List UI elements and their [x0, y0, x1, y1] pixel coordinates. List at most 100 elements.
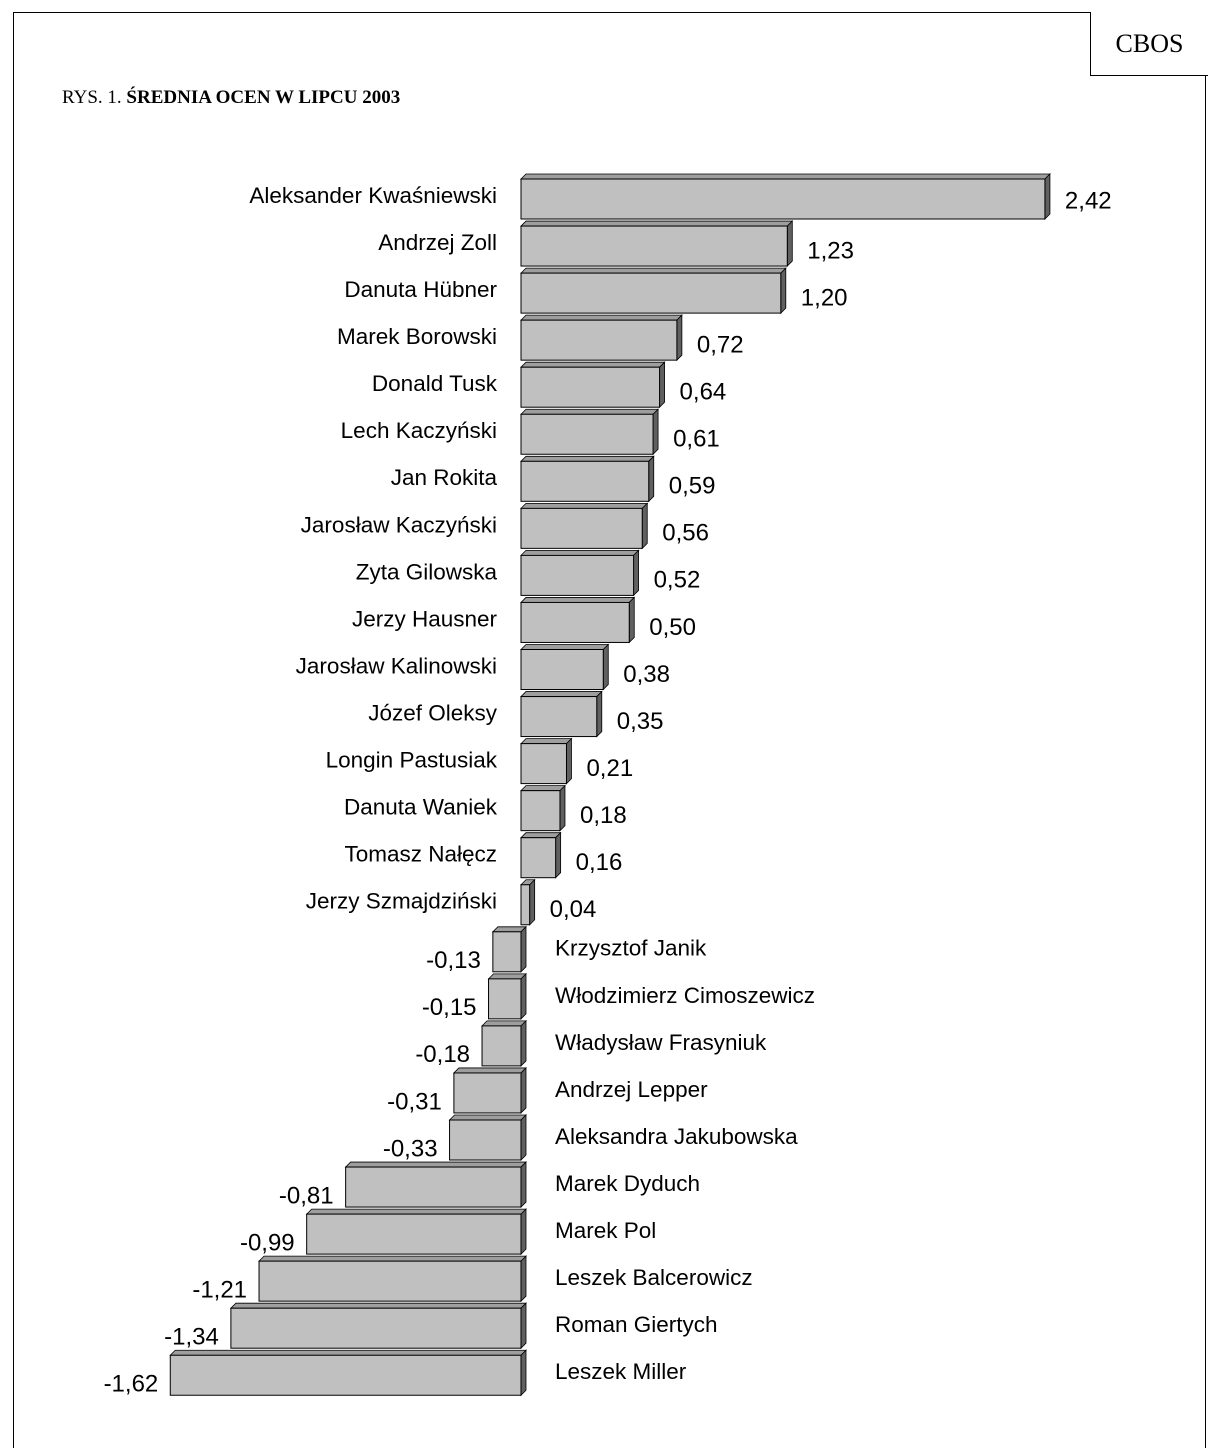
bar — [520, 413, 654, 455]
bar — [520, 884, 531, 926]
bar-group — [520, 878, 536, 926]
bar-group — [520, 408, 660, 456]
bar-side-face — [652, 408, 659, 456]
bar — [520, 554, 635, 596]
category-label: Jan Rokita — [391, 465, 498, 490]
bar-side-face — [659, 361, 665, 409]
bar-top-face — [491, 926, 527, 933]
bar — [306, 1213, 522, 1255]
bar-top-face — [520, 785, 566, 792]
bar-side-face — [520, 1255, 527, 1303]
bar-group — [169, 1349, 527, 1397]
category-label: Krzysztof Janik — [555, 936, 707, 961]
bar-side-face — [520, 925, 527, 973]
category-label: Lech Kaczyński — [341, 418, 497, 443]
category-label: Andrzej Lepper — [555, 1077, 708, 1102]
bar-side-face — [780, 267, 787, 315]
bar-side-face — [641, 502, 648, 550]
bar-side-face — [596, 690, 603, 738]
bar-group — [258, 1255, 527, 1303]
value-label: -0,13 — [426, 947, 481, 974]
bar — [520, 601, 630, 643]
category-label: Jarosław Kaczyński — [301, 512, 497, 537]
category-label: Longin Pastusiak — [326, 748, 498, 773]
category-label: Leszek Miller — [555, 1359, 687, 1384]
value-label: -0,15 — [422, 994, 477, 1021]
bar-side-face — [520, 1019, 527, 1067]
bar — [492, 931, 522, 973]
bar-top-face — [452, 1067, 527, 1074]
bar-group — [520, 502, 649, 550]
bar-group — [520, 173, 1051, 220]
bar — [520, 319, 678, 361]
bar-side-face — [520, 1161, 527, 1209]
value-label: 0,38 — [623, 661, 670, 688]
category-label: Aleksandra Jakubowska — [555, 1124, 798, 1149]
bar — [520, 507, 643, 549]
bar-side-face — [520, 1349, 527, 1397]
value-label: 0,16 — [576, 849, 623, 876]
category-label: Danuta Hübner — [344, 277, 497, 302]
value-label: -0,33 — [383, 1135, 438, 1162]
bar — [520, 225, 788, 267]
bar-side-face — [648, 455, 655, 503]
bar-group — [229, 1302, 527, 1350]
bar-top-face — [520, 597, 636, 603]
bar-top-face — [448, 1114, 527, 1121]
bar-side-face — [520, 1066, 527, 1114]
bar — [520, 837, 557, 879]
bar-top-face — [520, 550, 640, 556]
value-label: 0,64 — [680, 379, 727, 406]
bar-group — [520, 690, 603, 738]
bar-top-face — [520, 832, 562, 839]
bar-side-face — [520, 1208, 527, 1256]
bar-side-face — [559, 784, 566, 832]
bar-group — [344, 1161, 527, 1209]
category-label: Leszek Balcerowicz — [555, 1265, 753, 1290]
bar — [449, 1119, 522, 1161]
bar-top-face — [487, 973, 527, 980]
bar-group — [520, 737, 573, 785]
value-label: 0,50 — [649, 614, 696, 641]
category-label: Władysław Frasyniuk — [555, 1030, 767, 1055]
bar-top-face — [520, 502, 649, 509]
bar-group — [520, 220, 794, 268]
bar-side-face — [555, 831, 562, 879]
bar-top-face — [344, 1161, 527, 1168]
value-label: 0,61 — [673, 426, 720, 453]
bar-side-face — [602, 643, 609, 691]
value-label: -1,21 — [192, 1276, 247, 1303]
bar-group — [520, 314, 683, 362]
bar — [345, 1166, 522, 1208]
category-label: Marek Dyduch — [555, 1171, 700, 1196]
category-label: Zyta Gilowska — [356, 559, 498, 584]
value-label: -0,81 — [279, 1182, 334, 1209]
brand-label: CBOS — [1090, 12, 1208, 76]
bar — [520, 178, 1046, 220]
bar-side-face — [628, 596, 635, 644]
bar-group — [491, 925, 527, 973]
figure-title-text: ŚREDNIA OCEN W LIPCU 2003 — [126, 87, 401, 108]
bar-side-face — [529, 878, 536, 926]
category-label: Jerzy Szmajdziński — [306, 889, 497, 914]
bar-group — [520, 831, 562, 879]
bar — [520, 743, 567, 785]
value-label: 0,04 — [550, 896, 597, 923]
value-label: -0,99 — [240, 1229, 295, 1256]
bar-group — [520, 267, 787, 315]
category-label: Aleksander Kwaśniewski — [249, 183, 497, 208]
category-label: Marek Pol — [555, 1218, 656, 1243]
category-label: Danuta Waniek — [344, 795, 498, 820]
category-label: Andrzej Zoll — [378, 230, 497, 255]
value-label: 0,35 — [617, 708, 664, 735]
bar-group — [520, 643, 610, 691]
value-label: 1,23 — [807, 237, 854, 264]
value-label: -0,18 — [415, 1041, 470, 1068]
value-label: 0,56 — [662, 520, 709, 547]
figure-frame — [13, 12, 1206, 1448]
bar-side-face — [520, 1114, 527, 1161]
value-label: 2,42 — [1065, 187, 1112, 214]
bar — [520, 696, 598, 738]
bar-top-face — [520, 173, 1051, 180]
